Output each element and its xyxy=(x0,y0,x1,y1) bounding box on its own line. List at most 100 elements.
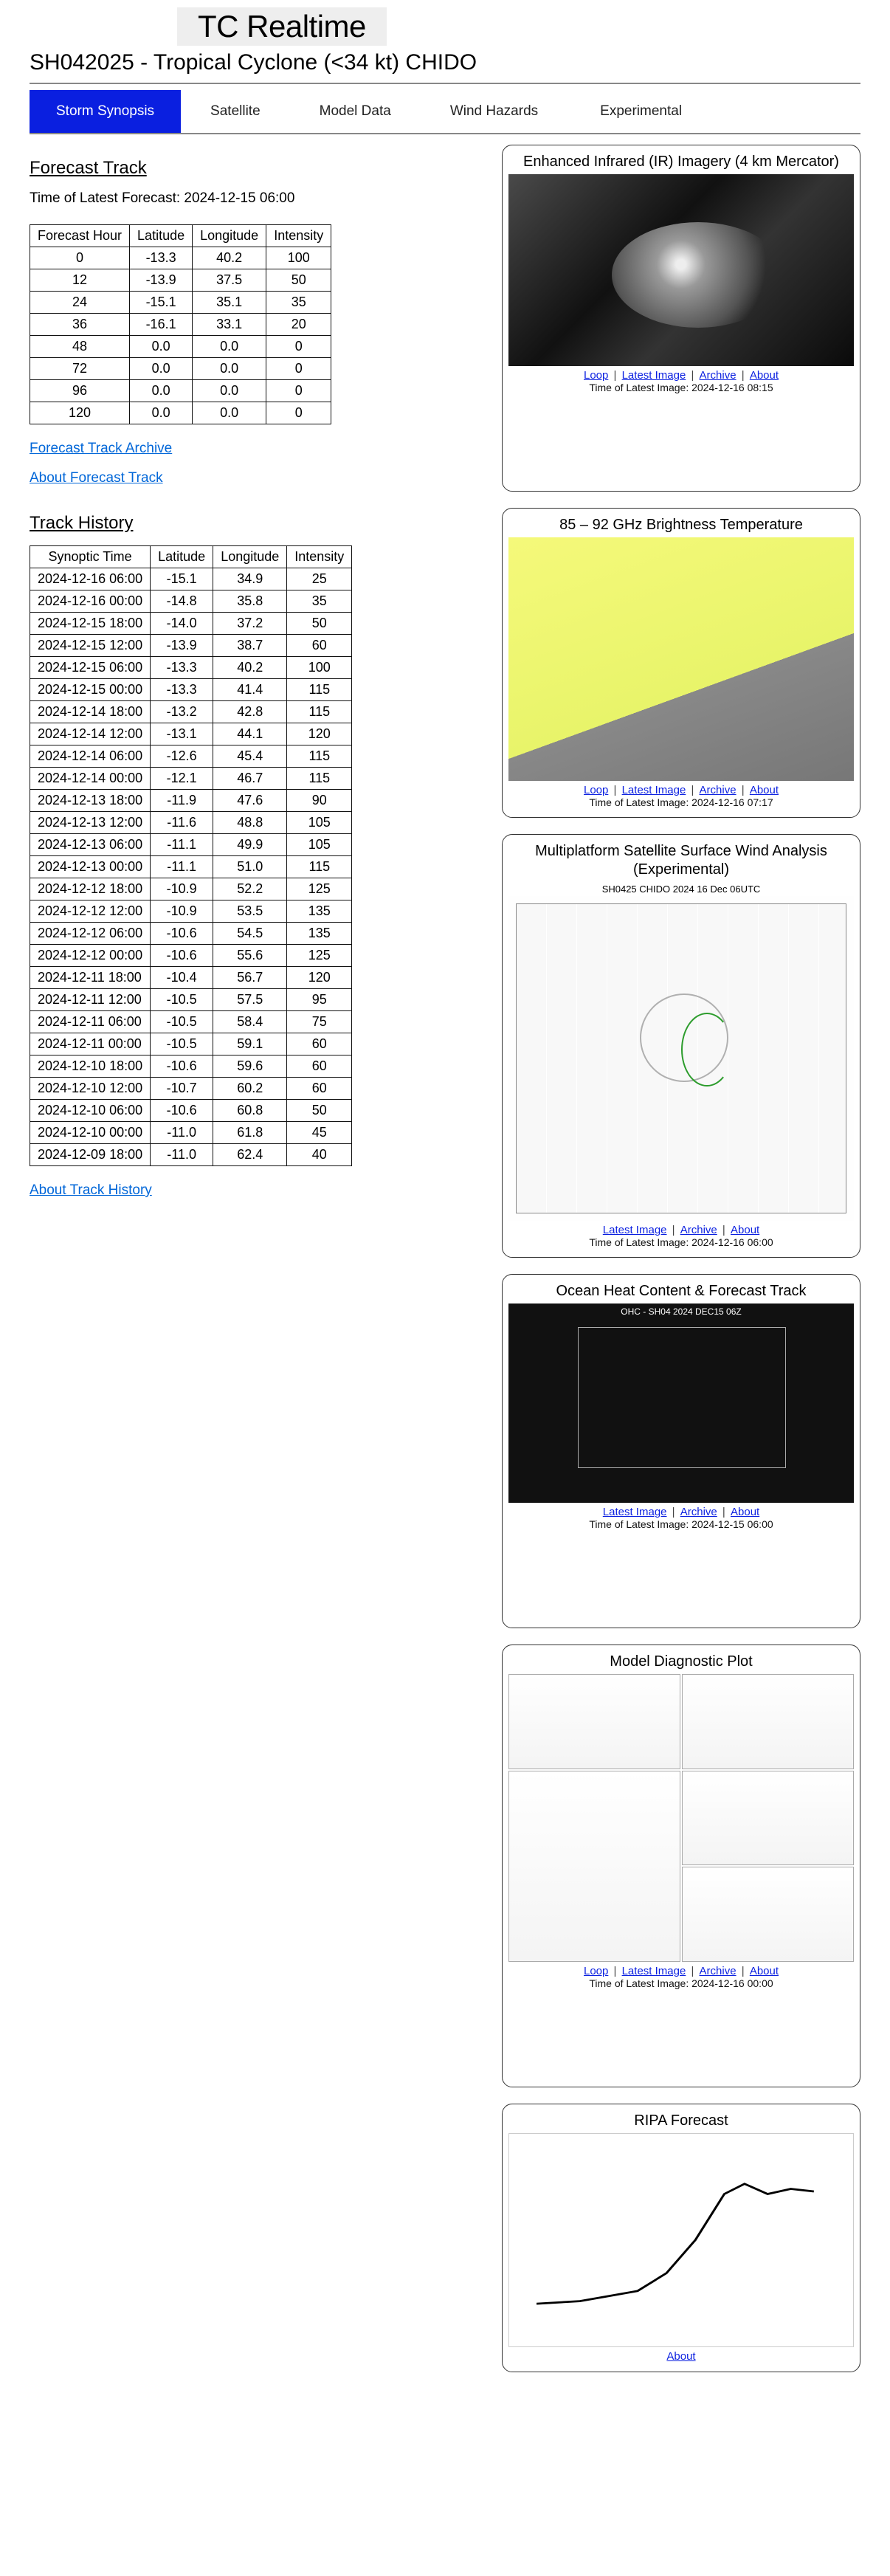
card-link-loop[interactable]: Loop xyxy=(584,1965,608,1977)
ir-image[interactable] xyxy=(508,174,854,366)
table-cell: 0.0 xyxy=(130,358,193,380)
table-row: 2024-12-16 06:00-15.134.925 xyxy=(30,568,352,590)
table-row: 0-13.340.2100 xyxy=(30,247,331,269)
table-cell: 35 xyxy=(287,590,352,613)
ripa-image[interactable] xyxy=(508,2133,854,2347)
card-link-archive[interactable]: Archive xyxy=(700,1965,737,1977)
card-title: Multiplatform Satellite Surface Wind Ana… xyxy=(508,841,854,882)
forecast-track-heading: Forecast Track xyxy=(30,158,487,179)
table-cell: -12.6 xyxy=(151,745,213,768)
table-cell: -13.2 xyxy=(151,701,213,723)
card-link-archive[interactable]: Archive xyxy=(700,784,737,796)
table-cell: 2024-12-11 06:00 xyxy=(30,1011,151,1033)
card-link-archive[interactable]: Archive xyxy=(680,1224,717,1236)
table-cell: -10.7 xyxy=(151,1078,213,1100)
about-track-history-link[interactable]: About Track History xyxy=(30,1182,152,1199)
card-link-loop[interactable]: Loop xyxy=(584,784,608,796)
table-cell: 2024-12-10 00:00 xyxy=(30,1122,151,1144)
table-cell: 45.4 xyxy=(213,745,287,768)
table-cell: 60 xyxy=(287,1033,352,1055)
column-header: Intensity xyxy=(266,225,331,247)
separator: | xyxy=(737,784,750,796)
table-row: 1200.00.00 xyxy=(30,402,331,424)
table-cell: 24 xyxy=(30,292,130,314)
table-cell: 12 xyxy=(30,269,130,292)
tab-model-data[interactable]: Model Data xyxy=(290,90,421,133)
card-time: Time of Latest Image: 2024-12-15 06:00 xyxy=(508,1518,854,1530)
forecast-track-table: Forecast HourLatitudeLongitudeIntensity … xyxy=(30,224,331,424)
card-link-about[interactable]: About xyxy=(666,2350,695,2363)
table-cell: -14.0 xyxy=(151,613,213,635)
left-column: Forecast Track Time of Latest Forecast: … xyxy=(30,145,487,1212)
table-cell: 2024-12-13 18:00 xyxy=(30,790,151,812)
table-cell: 48 xyxy=(30,336,130,358)
card-link-latest-image[interactable]: Latest Image xyxy=(622,784,686,796)
ghz-image[interactable] xyxy=(508,537,854,781)
table-cell: -13.1 xyxy=(151,723,213,745)
card-link-row: Loop | Latest Image | Archive | About xyxy=(508,1965,854,1977)
table-cell: 48.8 xyxy=(213,812,287,834)
tab-storm-synopsis[interactable]: Storm Synopsis xyxy=(30,90,181,133)
tab-experimental[interactable]: Experimental xyxy=(568,90,711,133)
table-cell: 59.6 xyxy=(213,1055,287,1078)
wind-subtitle: SH0425 CHIDO 2024 16 Dec 06UTC xyxy=(508,882,854,896)
table-cell: 2024-12-13 12:00 xyxy=(30,812,151,834)
table-cell: 0.0 xyxy=(193,358,266,380)
table-cell: 38.7 xyxy=(213,635,287,657)
tab-bar: Storm Synopsis Satellite Model Data Wind… xyxy=(0,84,890,133)
track-history-heading: Track History xyxy=(30,513,487,534)
card-ripa-forecast: RIPA Forecast About xyxy=(502,2104,860,2372)
table-row: 2024-12-10 18:00-10.659.660 xyxy=(30,1055,352,1078)
table-cell: 2024-12-11 12:00 xyxy=(30,989,151,1011)
card-link-about[interactable]: About xyxy=(731,1224,759,1236)
card-time: Time of Latest Image: 2024-12-16 07:17 xyxy=(508,796,854,808)
card-link-latest-image[interactable]: Latest Image xyxy=(603,1506,667,1518)
forecast-track-archive-link[interactable]: Forecast Track Archive xyxy=(30,441,172,457)
card-link-about[interactable]: About xyxy=(750,369,779,382)
table-cell: 37.2 xyxy=(213,613,287,635)
card-ohc: Ocean Heat Content & Forecast Track OHC … xyxy=(502,1274,860,1628)
table-cell: 100 xyxy=(266,247,331,269)
table-cell: -16.1 xyxy=(130,314,193,336)
table-cell: 2024-12-11 00:00 xyxy=(30,1033,151,1055)
column-header: Intensity xyxy=(287,546,352,568)
card-link-latest-image[interactable]: Latest Image xyxy=(622,369,686,382)
tab-satellite[interactable]: Satellite xyxy=(181,90,290,133)
table-cell: -10.9 xyxy=(151,900,213,923)
page-subtitle: SH042025 - Tropical Cyclone (<34 kt) CHI… xyxy=(30,50,860,75)
table-cell: 95 xyxy=(287,989,352,1011)
column-header: Longitude xyxy=(213,546,287,568)
card-link-about[interactable]: About xyxy=(750,1965,779,1977)
about-forecast-track-link[interactable]: About Forecast Track xyxy=(30,470,163,486)
column-header: Forecast Hour xyxy=(30,225,130,247)
card-link-latest-image[interactable]: Latest Image xyxy=(603,1224,667,1236)
tab-wind-hazards[interactable]: Wind Hazards xyxy=(421,90,568,133)
card-link-loop[interactable]: Loop xyxy=(584,369,608,382)
ohc-image[interactable]: OHC - SH04 2024 DEC15 06Z xyxy=(508,1304,854,1503)
table-row: 2024-12-12 12:00-10.953.5135 xyxy=(30,900,352,923)
separator: | xyxy=(717,1506,731,1518)
table-cell: 60.2 xyxy=(213,1078,287,1100)
right-column: Enhanced Infrared (IR) Imagery (4 km Mer… xyxy=(502,145,860,2389)
table-row: 2024-12-13 18:00-11.947.690 xyxy=(30,790,352,812)
table-cell: -13.9 xyxy=(130,269,193,292)
wind-image[interactable] xyxy=(508,896,854,1221)
card-link-about[interactable]: About xyxy=(750,784,779,796)
table-cell: -10.5 xyxy=(151,989,213,1011)
table-cell: 0 xyxy=(266,380,331,402)
table-cell: 2024-12-14 12:00 xyxy=(30,723,151,745)
card-link-about[interactable]: About xyxy=(731,1506,759,1518)
table-row: 960.00.00 xyxy=(30,380,331,402)
table-cell: 20 xyxy=(266,314,331,336)
card-model-diagnostic: Model Diagnostic Plot Loop | Latest Imag… xyxy=(502,1645,860,2087)
model-image[interactable] xyxy=(508,1674,854,1962)
card-title: Enhanced Infrared (IR) Imagery (4 km Mer… xyxy=(508,151,854,174)
table-row: 2024-12-10 00:00-11.061.845 xyxy=(30,1122,352,1144)
table-cell: -13.9 xyxy=(151,635,213,657)
card-link-latest-image[interactable]: Latest Image xyxy=(622,1965,686,1977)
card-link-archive[interactable]: Archive xyxy=(680,1506,717,1518)
card-link-archive[interactable]: Archive xyxy=(700,369,737,382)
table-row: 2024-12-13 06:00-11.149.9105 xyxy=(30,834,352,856)
card-title: 85 – 92 GHz Brightness Temperature xyxy=(508,514,854,537)
table-cell: 0.0 xyxy=(193,402,266,424)
